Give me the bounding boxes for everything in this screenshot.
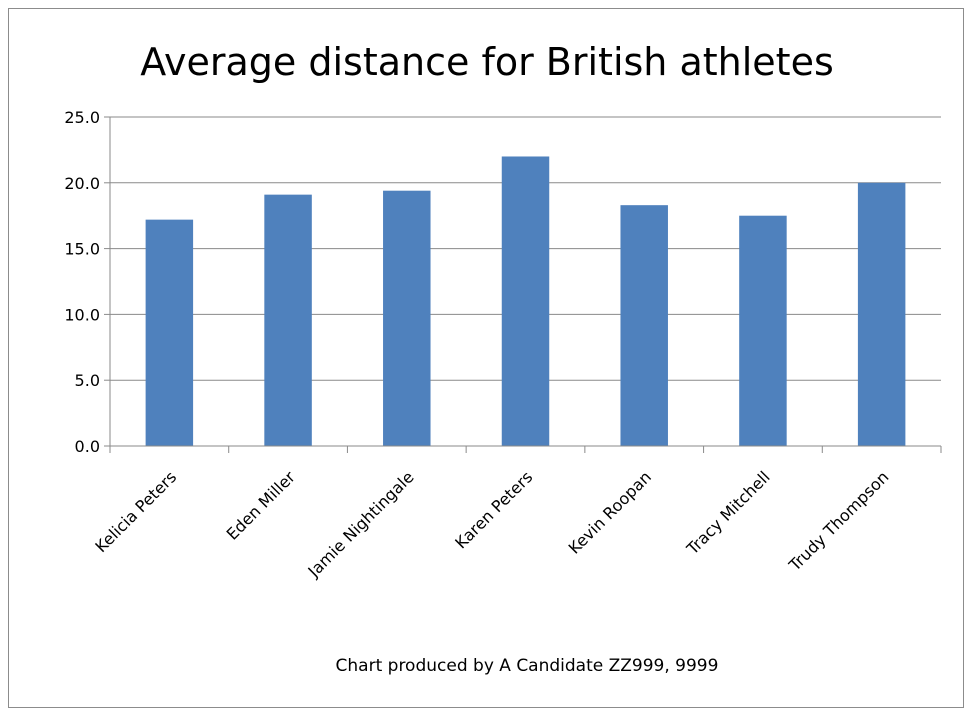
x-tick-label: Karen Peters [451, 467, 536, 552]
bar [264, 194, 312, 446]
chart-caption: Chart produced by A Candidate ZZ999, 999… [335, 656, 719, 676]
bar [501, 156, 550, 447]
x-tick-label: Eden Miller [223, 467, 300, 544]
y-tick-label: 5.0 [75, 371, 100, 390]
y-tick-label: 0.0 [75, 437, 100, 456]
bar [739, 215, 787, 446]
x-tick-label: Kevin Roopan [565, 467, 655, 557]
y-tick-label: 10.0 [64, 305, 100, 324]
x-tick-label: Jamie Nightingale [304, 467, 418, 581]
bar [383, 190, 431, 446]
y-tick-label: 20.0 [64, 174, 100, 193]
x-tick-label: Trudy Thompson [785, 467, 893, 575]
x-tick-label: Tracy Mitchell [682, 467, 773, 558]
bar [620, 205, 668, 446]
chart-title: Average distance for British athletes [140, 40, 834, 84]
y-tick-label: 15.0 [64, 240, 100, 259]
y-tick-label: 25.0 [64, 108, 100, 127]
bar [857, 182, 906, 447]
x-tick-label: Kelicia Peters [91, 467, 180, 556]
bar [145, 219, 194, 446]
